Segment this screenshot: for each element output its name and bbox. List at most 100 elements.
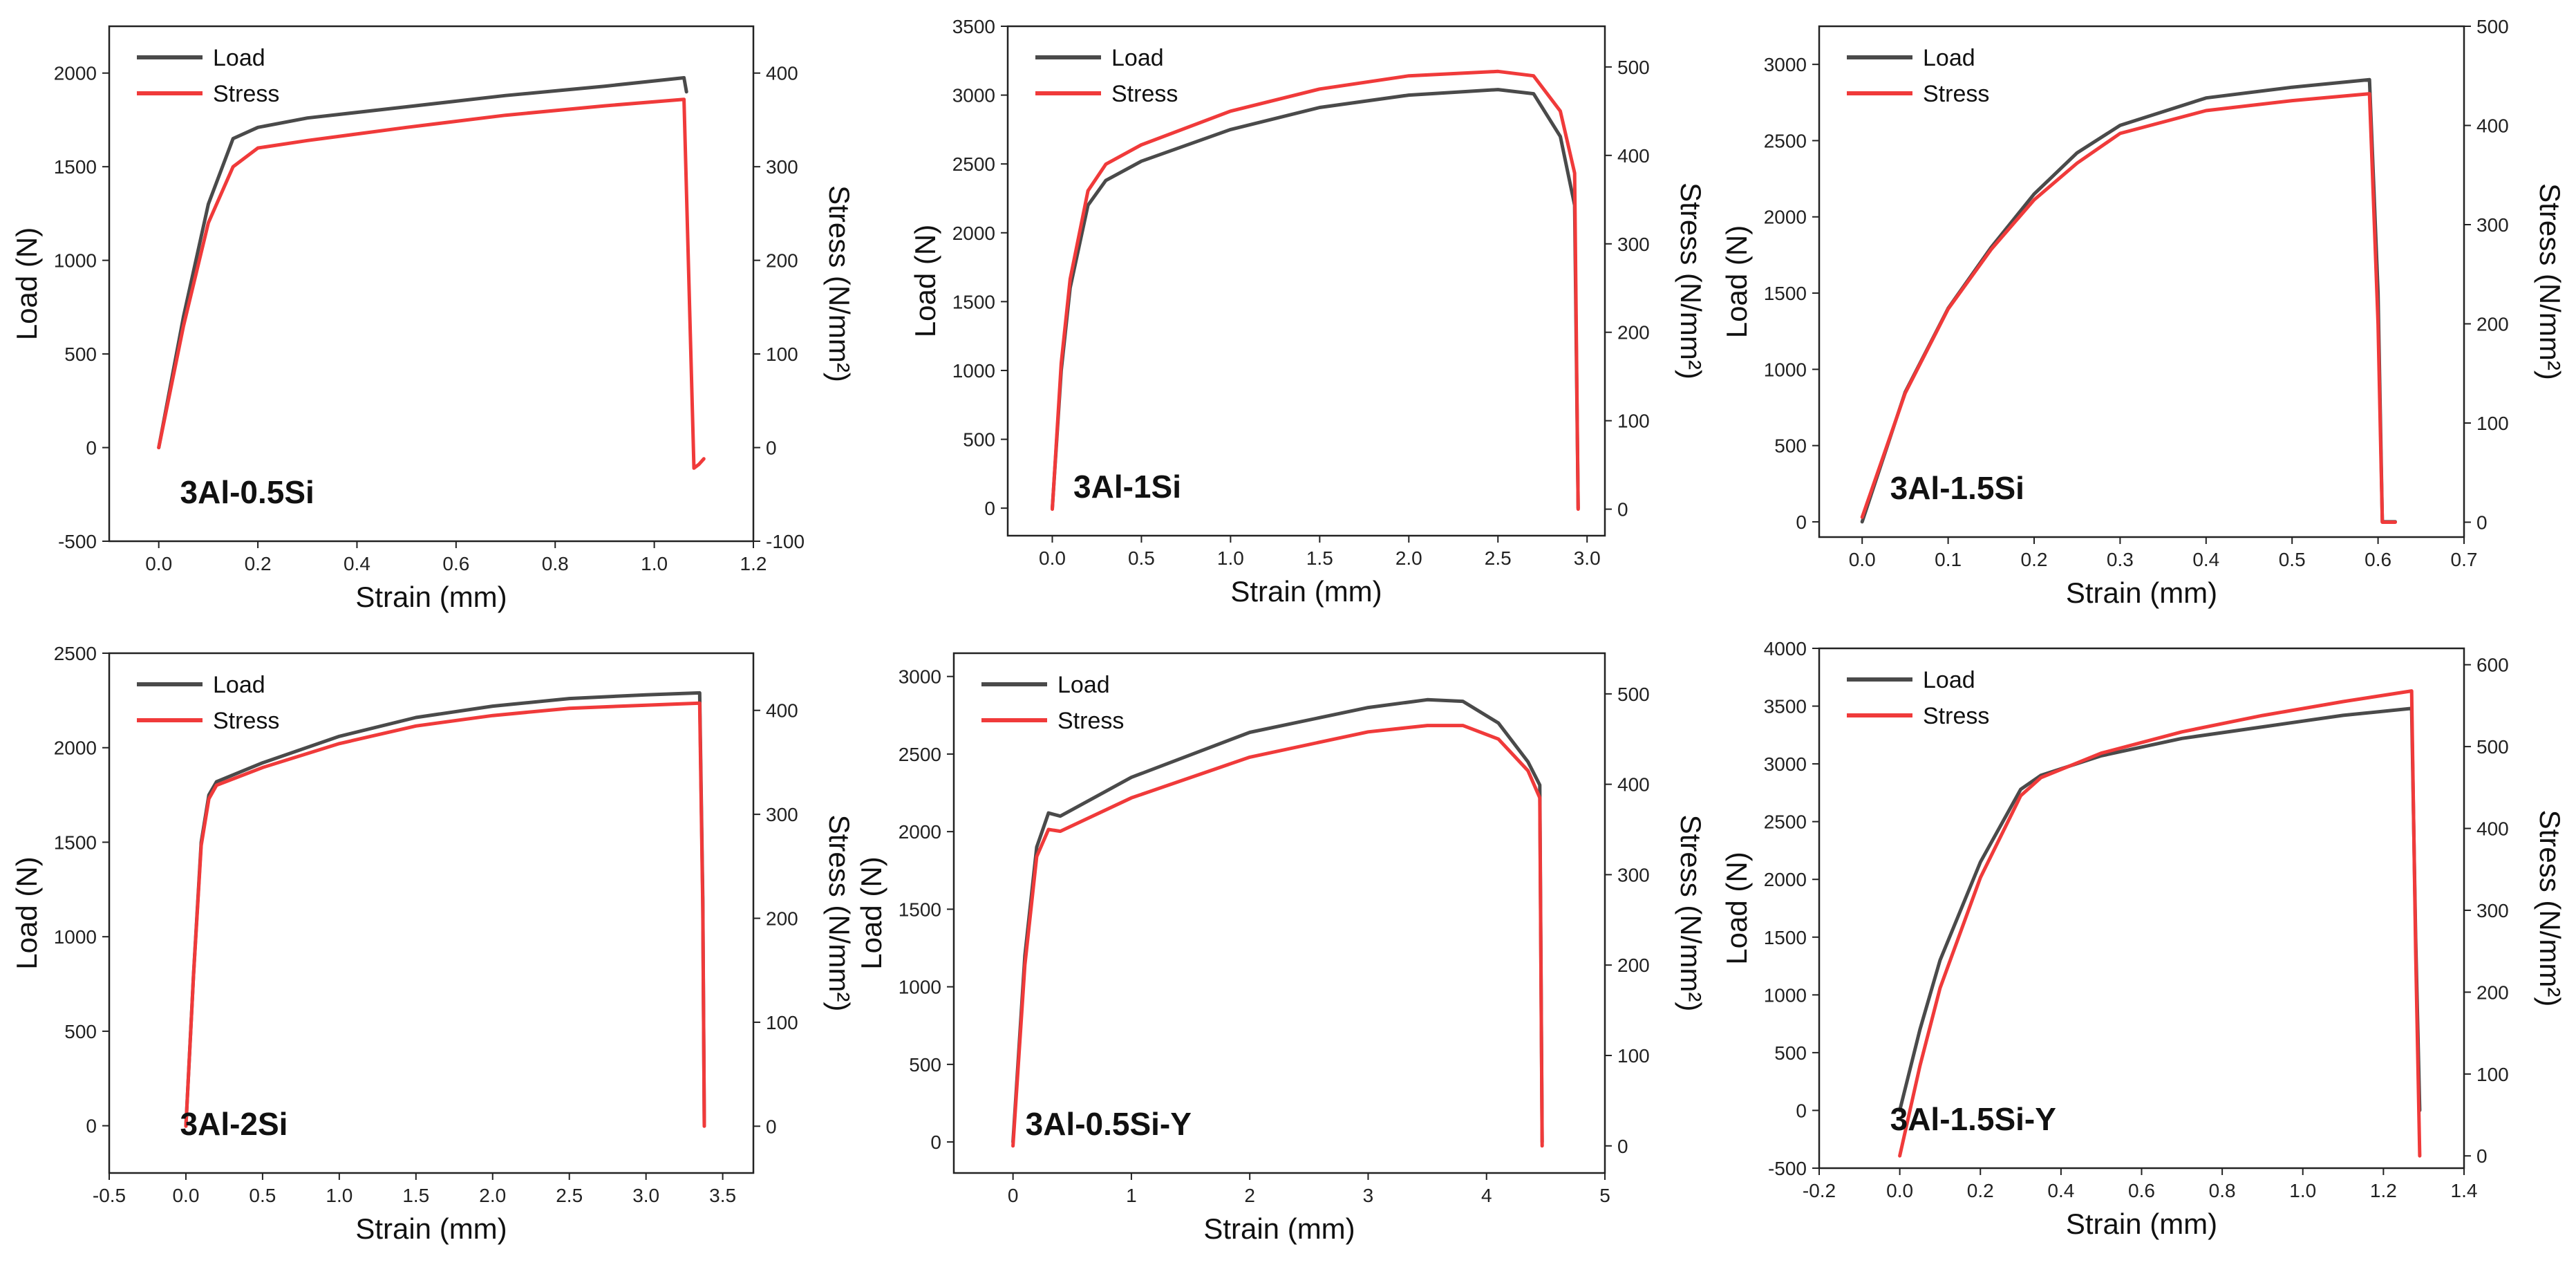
y2-tick-label: 400 [2476, 818, 2509, 840]
y-axis-label: Load (N) [10, 227, 43, 340]
x-tick-label: 2.5 [1485, 547, 1512, 569]
y-tick-label: 0 [1796, 512, 1807, 533]
y-tick-label: 2000 [54, 63, 97, 84]
x-axis-label: Strain (mm) [2066, 1208, 2217, 1240]
y2-tick-label: 0 [2476, 1145, 2488, 1167]
x-tick-label: 0.4 [2047, 1180, 2074, 1201]
x-tick-label: 0.2 [245, 553, 272, 574]
y2-tick-label: 0 [1617, 1136, 1628, 1157]
y-tick-label: 4000 [1764, 638, 1807, 659]
y-tick-label: 1500 [54, 156, 97, 178]
plot-frame [108, 652, 755, 1174]
x-axis-label: Strain (mm) [355, 1212, 507, 1245]
x-tick-label: 3.5 [709, 1185, 736, 1206]
alloy-label: 3Al-0.5Si [180, 474, 314, 510]
x-tick-label: 0.0 [1039, 547, 1066, 569]
alloy-label: 3Al-1.5Si [1890, 470, 2024, 506]
y2-axis-label: Stress (N/mm²) [823, 815, 856, 1012]
y-tick-label: 1000 [1764, 359, 1807, 380]
legend-label-load: Load [1111, 45, 1164, 71]
x-tick-label: 0.5 [1128, 547, 1155, 569]
y-tick-label: 3500 [952, 16, 995, 37]
alloy-label: 3Al-2Si [180, 1106, 288, 1142]
plot-frame [108, 25, 755, 543]
y-tick-label: 2000 [54, 738, 97, 759]
alloy-label: 3Al-1.5Si-Y [1890, 1101, 2056, 1137]
legend-label-stress: Stress [1111, 81, 1178, 107]
y-tick-label: 0 [984, 498, 995, 519]
y-tick-label: 2500 [54, 643, 97, 664]
y-tick-label: 500 [64, 1021, 97, 1042]
y2-axis-label: Stress (N/mm²) [2534, 183, 2566, 380]
legend-label-load: Load [213, 672, 265, 698]
legend-label-stress: Stress [213, 81, 279, 107]
x-tick-label: 0.8 [2209, 1180, 2236, 1201]
x-axis-label: Strain (mm) [1203, 1212, 1355, 1245]
legend-label-stress: Stress [213, 708, 279, 734]
x-axis-label: Strain (mm) [355, 581, 507, 613]
y-tick-label: 1500 [54, 832, 97, 853]
y-tick-label: 500 [963, 429, 995, 451]
x-tick-label: 0.5 [249, 1185, 276, 1206]
y-tick-label: 500 [1774, 1042, 1807, 1064]
x-tick-label: -0.2 [1803, 1180, 1836, 1201]
x-tick-label: 1.4 [2451, 1180, 2478, 1201]
y-tick-label: 3000 [1764, 753, 1807, 775]
y2-tick-label: 300 [1617, 234, 1650, 255]
series-line-stress [1860, 92, 2397, 524]
y2-axis-label: Stress (N/mm²) [823, 185, 856, 382]
y2-tick-label: 0 [1617, 499, 1628, 520]
y2-tick-label: 100 [2476, 1064, 2509, 1085]
y-axis-label: Load (N) [909, 225, 941, 337]
x-tick-label: 3.0 [1574, 547, 1601, 569]
y2-tick-label: 200 [1617, 322, 1650, 344]
y-tick-label: 500 [909, 1054, 941, 1076]
y2-tick-label: 300 [766, 804, 798, 825]
y-axis-label: Load (N) [855, 856, 887, 969]
x-tick-label: 3 [1363, 1185, 1374, 1206]
y2-tick-label: 400 [766, 700, 798, 722]
y-axis-label: Load (N) [10, 856, 43, 969]
x-tick-label: 0.4 [344, 553, 370, 574]
y-tick-label: 2500 [952, 153, 995, 175]
x-tick-label: 1.0 [1217, 547, 1244, 569]
x-tick-label: 1 [1126, 1185, 1137, 1206]
y2-tick-label: 500 [1617, 57, 1650, 78]
y-tick-label: 500 [64, 344, 97, 365]
x-tick-label: 1.2 [2370, 1180, 2397, 1201]
x-tick-label: 0.4 [2192, 549, 2219, 570]
x-tick-label: 0.0 [1886, 1180, 1913, 1201]
x-axis-label: Strain (mm) [1230, 575, 1382, 608]
y-tick-label: 3500 [1764, 696, 1807, 717]
x-tick-label: 3.0 [632, 1185, 659, 1206]
y-tick-label: 0 [86, 1116, 97, 1137]
y-tick-label: 1000 [952, 360, 995, 382]
y-tick-label: 1000 [54, 926, 97, 948]
y2-tick-label: 0 [766, 438, 777, 459]
x-tick-label: 0.6 [2128, 1180, 2155, 1201]
x-axis-label: Strain (mm) [2066, 576, 2217, 609]
x-tick-label: 4 [1481, 1185, 1492, 1206]
x-tick-label: 0.5 [2279, 549, 2306, 570]
plot-frame [1006, 25, 1606, 537]
plot-frame [952, 652, 1606, 1174]
x-tick-label: -0.5 [93, 1185, 126, 1206]
series-line-load [1051, 88, 1580, 510]
legend-label-stress: Stress [1923, 81, 1989, 107]
y2-tick-label: 100 [2476, 413, 2509, 434]
x-tick-label: 0.2 [1967, 1180, 1994, 1201]
x-tick-label: 1.0 [641, 553, 668, 574]
x-tick-label: 2.0 [479, 1185, 506, 1206]
y2-axis-label: Stress (N/mm²) [1675, 182, 1707, 379]
y2-tick-label: 400 [1617, 145, 1650, 167]
legend-label-load: Load [1923, 667, 1975, 693]
y-tick-label: 1000 [899, 977, 941, 998]
y2-tick-label: 200 [2476, 313, 2509, 335]
chart-panel-p1: 0.0 0.2 0.4 0.6 0.8 1.0 1.2-500050010001500200… [10, 25, 856, 613]
legend-label-stress: Stress [1923, 703, 1989, 729]
y2-tick-label: 300 [766, 156, 798, 178]
x-tick-label: 5 [1599, 1185, 1610, 1206]
x-tick-label: 1.5 [1306, 547, 1333, 569]
x-tick-label: 0.0 [172, 1185, 199, 1206]
